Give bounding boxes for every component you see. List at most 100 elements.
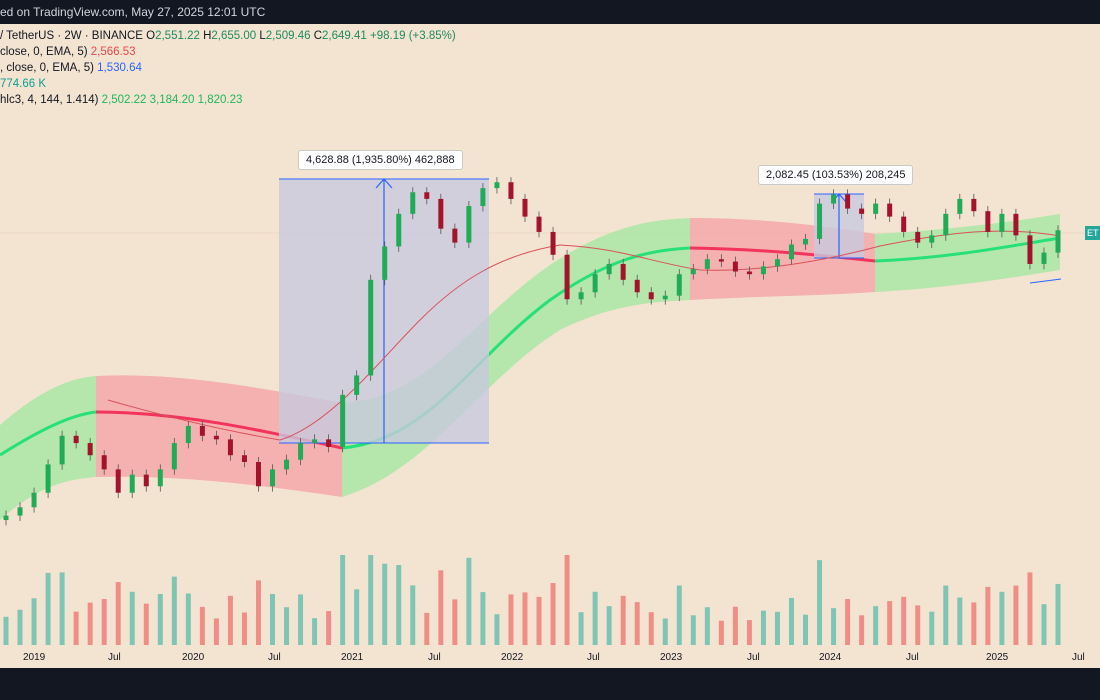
volume-bar xyxy=(424,612,430,645)
volume-bar xyxy=(620,595,626,645)
candle-body xyxy=(831,194,837,204)
candle-body xyxy=(3,515,9,521)
candle-body xyxy=(845,194,851,209)
candle-body xyxy=(157,469,163,487)
volume-bar xyxy=(284,607,290,645)
volume-bar xyxy=(859,615,865,645)
volume-bar xyxy=(564,555,570,645)
candle-body xyxy=(326,439,332,447)
volume-bar xyxy=(606,606,612,645)
range-arrowhead-1 xyxy=(375,178,393,189)
x-tick-jul-2021: Jul xyxy=(428,652,441,663)
candle-body xyxy=(410,192,416,214)
range-annotation-2: 2,082.45 (103.53%) 208,245 xyxy=(758,165,914,185)
x-tick-jul-2023: Jul xyxy=(747,652,760,663)
candle-body xyxy=(59,435,65,465)
candle-body xyxy=(480,188,486,207)
ohlc-low: L2,509.46 xyxy=(259,30,311,42)
volume-value: 774.66 K xyxy=(0,78,47,90)
volume-bar xyxy=(227,595,233,645)
range-annotation-1: 4,628.88 (1,935.80%) 462,888 xyxy=(298,150,463,170)
candle-body xyxy=(873,203,879,214)
volume-bar xyxy=(368,555,374,645)
candle-body xyxy=(45,464,51,493)
candle-body xyxy=(606,263,612,275)
x-axis: 2019 Jul 2020 Jul 2021 Jul 2022 Jul 2023… xyxy=(23,652,1085,663)
volume-bar xyxy=(129,591,135,645)
candle-body xyxy=(803,238,809,245)
candle-body xyxy=(704,259,710,269)
volume-bar xyxy=(270,593,276,645)
candle-body xyxy=(985,211,991,232)
volume-bar xyxy=(3,616,9,645)
volume-bar xyxy=(31,598,37,645)
ema2-label: , close, 0, EMA, 5) xyxy=(0,62,94,74)
ema1-label: close, 0, EMA, 5) xyxy=(0,46,88,58)
x-tick-2023: 2023 xyxy=(660,652,683,663)
candle-body xyxy=(368,279,374,376)
candle-body xyxy=(199,425,205,436)
candle-body xyxy=(620,263,626,280)
volume-bar xyxy=(901,596,907,645)
bottom-bar xyxy=(0,668,1100,700)
volume-bar xyxy=(354,589,360,645)
volume-bar xyxy=(73,611,79,645)
band-mid-red-2 xyxy=(689,246,876,263)
volume-bar xyxy=(241,612,247,645)
volume-bar xyxy=(382,563,388,645)
x-tick-2024: 2024 xyxy=(819,652,842,663)
price-chart[interactable]: 2019 Jul 2020 Jul 2021 Jul 2022 Jul 2023… xyxy=(0,0,1100,668)
bands-v1: 2,502.22 xyxy=(101,94,147,106)
candle-body xyxy=(578,292,584,300)
volume-bar xyxy=(690,615,696,645)
volume-bar xyxy=(143,603,149,645)
volume-bars xyxy=(3,555,1061,645)
volume-bar xyxy=(817,560,823,645)
candle-body xyxy=(634,279,640,293)
volume-bar xyxy=(536,596,542,645)
candle-body xyxy=(17,507,23,516)
volume-bar xyxy=(45,572,51,645)
ohlc-change: +98.19 (+3.85%) xyxy=(370,30,456,42)
volume-bar xyxy=(87,602,93,645)
candle-body xyxy=(382,246,388,280)
candle-body xyxy=(255,462,261,487)
volume-bar xyxy=(157,593,163,645)
candle-body xyxy=(943,213,949,236)
candle-body xyxy=(859,208,865,214)
candle-body xyxy=(452,228,458,243)
x-tick-2019: 2019 xyxy=(23,652,46,663)
x-tick-2022: 2022 xyxy=(501,652,524,663)
candle-body xyxy=(732,261,738,272)
legend-volume-row: 774.66 K xyxy=(0,76,456,92)
support-line xyxy=(1029,278,1062,284)
volume-bar xyxy=(774,611,780,645)
candle-body xyxy=(971,198,977,212)
candle-body xyxy=(129,474,135,493)
volume-bar xyxy=(788,597,794,645)
candle-body xyxy=(929,235,935,243)
candle-body xyxy=(213,435,219,440)
ema2-value: 1,530.64 xyxy=(97,62,142,74)
candle-body xyxy=(999,213,1005,232)
candle-body xyxy=(788,244,794,260)
band-fill-green-1 xyxy=(0,376,96,520)
candle-body xyxy=(101,455,107,470)
volume-bar xyxy=(971,602,977,645)
volume-bar xyxy=(662,618,668,645)
volume-bar xyxy=(634,602,640,645)
candle-body xyxy=(494,182,500,189)
volume-bar xyxy=(326,611,332,645)
volume-bar xyxy=(676,585,682,645)
x-tick-2025: 2025 xyxy=(986,652,1009,663)
legend-symbol-row: / TetherUS · 2W · BINANCE O2,551.22 H2,6… xyxy=(0,28,456,44)
volume-bar xyxy=(718,620,724,645)
candle-body xyxy=(915,231,921,243)
candle-body xyxy=(536,216,542,232)
ohlc-close: C2,649.41 xyxy=(313,30,367,42)
volume-bar xyxy=(199,606,205,645)
candle-body xyxy=(227,439,233,456)
candle-body xyxy=(73,435,79,444)
volume-bar xyxy=(704,607,710,645)
candle-body xyxy=(508,182,514,199)
